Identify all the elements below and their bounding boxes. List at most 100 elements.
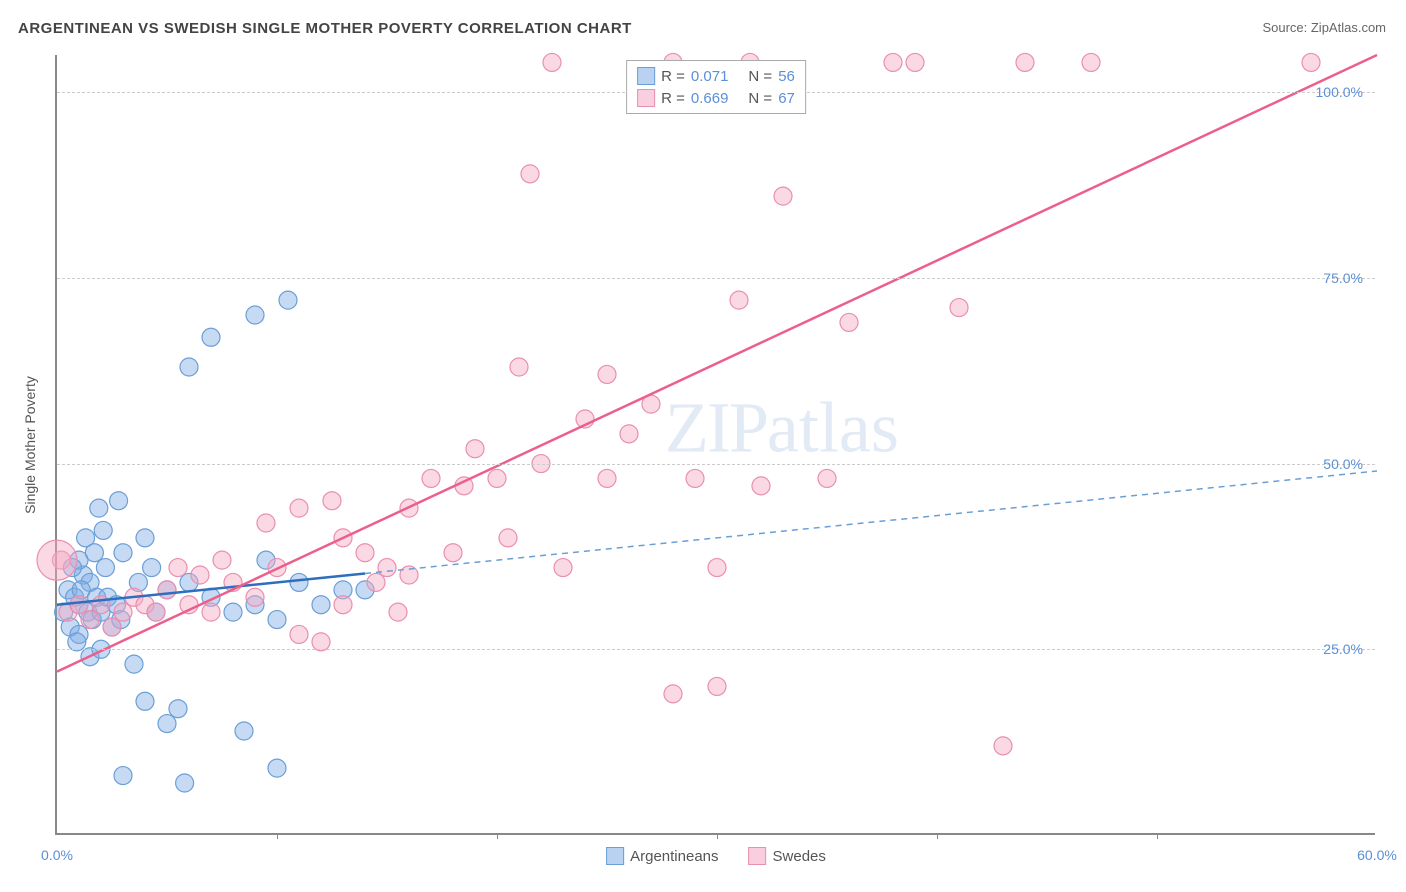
scatter-point (708, 559, 726, 577)
gridline-h (57, 464, 1375, 465)
legend-n-value-1: 67 (778, 90, 795, 107)
gridline-h (57, 649, 1375, 650)
stats-legend: R = 0.071 N = 56 R = 0.669 N = 67 (626, 60, 806, 114)
scatter-point (136, 692, 154, 710)
y-tick-label: 25.0% (1323, 641, 1363, 657)
legend-r-label: R = (661, 68, 685, 85)
legend-n-label: N = (748, 68, 772, 85)
series-label-0: Argentineans (630, 848, 718, 865)
x-tick-minor (277, 833, 278, 839)
scatter-point (950, 299, 968, 317)
scatter-point (114, 544, 132, 562)
scatter-point (94, 521, 112, 539)
scatter-point (70, 596, 88, 614)
scatter-point (268, 759, 286, 777)
stats-legend-row-0: R = 0.071 N = 56 (637, 65, 795, 87)
scatter-point (37, 540, 77, 580)
scatter-point (279, 291, 297, 309)
scatter-point (169, 700, 187, 718)
scatter-point (68, 633, 86, 651)
scatter-point (110, 492, 128, 510)
scatter-point (224, 603, 242, 621)
scatter-point (884, 53, 902, 71)
y-axis-label-container: Single Mother Poverty (20, 55, 40, 835)
series-legend-item-0: Argentineans (606, 847, 718, 865)
scatter-point (213, 551, 231, 569)
y-tick-label: 50.0% (1323, 456, 1363, 472)
scatter-point (136, 529, 154, 547)
scatter-point (444, 544, 462, 562)
scatter-point (96, 559, 114, 577)
scatter-point (730, 291, 748, 309)
scatter-point (543, 53, 561, 71)
legend-r-value-1: 0.669 (691, 90, 729, 107)
series-label-1: Swedes (773, 848, 826, 865)
trendline-dashed (365, 471, 1377, 574)
scatter-point (169, 559, 187, 577)
scatter-point (191, 566, 209, 584)
source-label: Source: ZipAtlas.com (1262, 20, 1386, 35)
scatter-point (499, 529, 517, 547)
scatter-point (664, 685, 682, 703)
scatter-point (1302, 53, 1320, 71)
scatter-point (246, 306, 264, 324)
scatter-point (202, 328, 220, 346)
legend-n-label: N = (748, 90, 772, 107)
y-axis-label: Single Mother Poverty (22, 376, 38, 514)
scatter-point (90, 499, 108, 517)
scatter-point (290, 573, 308, 591)
scatter-point (312, 633, 330, 651)
scatter-point (686, 469, 704, 487)
scatter-point (147, 603, 165, 621)
y-tick-label: 100.0% (1316, 84, 1363, 100)
scatter-point (103, 618, 121, 636)
scatter-point (598, 469, 616, 487)
scatter-point (334, 596, 352, 614)
scatter-point (114, 603, 132, 621)
x-tick-label: 60.0% (1357, 847, 1397, 863)
x-tick-label: 0.0% (41, 847, 73, 863)
x-tick-minor (937, 833, 938, 839)
series-legend: Argentineans Swedes (606, 847, 826, 865)
scatter-point (422, 469, 440, 487)
scatter-point (85, 544, 103, 562)
scatter-point (510, 358, 528, 376)
x-tick-minor (717, 833, 718, 839)
scatter-point (246, 588, 264, 606)
scatter-point (158, 581, 176, 599)
scatter-point (752, 477, 770, 495)
scatter-point (818, 469, 836, 487)
legend-r-value-0: 0.071 (691, 68, 729, 85)
scatter-point (466, 440, 484, 458)
scatter-point (367, 573, 385, 591)
scatter-point (620, 425, 638, 443)
scatter-point (554, 559, 572, 577)
scatter-point (180, 358, 198, 376)
scatter-point (840, 313, 858, 331)
scatter-point (323, 492, 341, 510)
scatter-point (389, 603, 407, 621)
legend-n-value-0: 56 (778, 68, 795, 85)
series-legend-item-1: Swedes (749, 847, 826, 865)
scatter-point (378, 559, 396, 577)
scatter-point (202, 603, 220, 621)
legend-r-label: R = (661, 90, 685, 107)
x-tick-minor (1157, 833, 1158, 839)
scatter-point (488, 469, 506, 487)
scatter-point (290, 625, 308, 643)
scatter-point (235, 722, 253, 740)
scatter-point (1016, 53, 1034, 71)
scatter-point (81, 611, 99, 629)
scatter-point (994, 737, 1012, 755)
chart-plot-area: ZIPatlas R = 0.071 N = 56 R = 0.669 N = … (55, 55, 1375, 835)
stats-legend-row-1: R = 0.669 N = 67 (637, 87, 795, 109)
legend-swatch-swedes-bottom (749, 847, 767, 865)
scatter-point (598, 365, 616, 383)
scatter-point (906, 53, 924, 71)
scatter-point (521, 165, 539, 183)
y-tick-label: 75.0% (1323, 270, 1363, 286)
legend-swatch-swedes (637, 89, 655, 107)
scatter-point (708, 677, 726, 695)
scatter-point (125, 655, 143, 673)
scatter-point (257, 514, 275, 532)
